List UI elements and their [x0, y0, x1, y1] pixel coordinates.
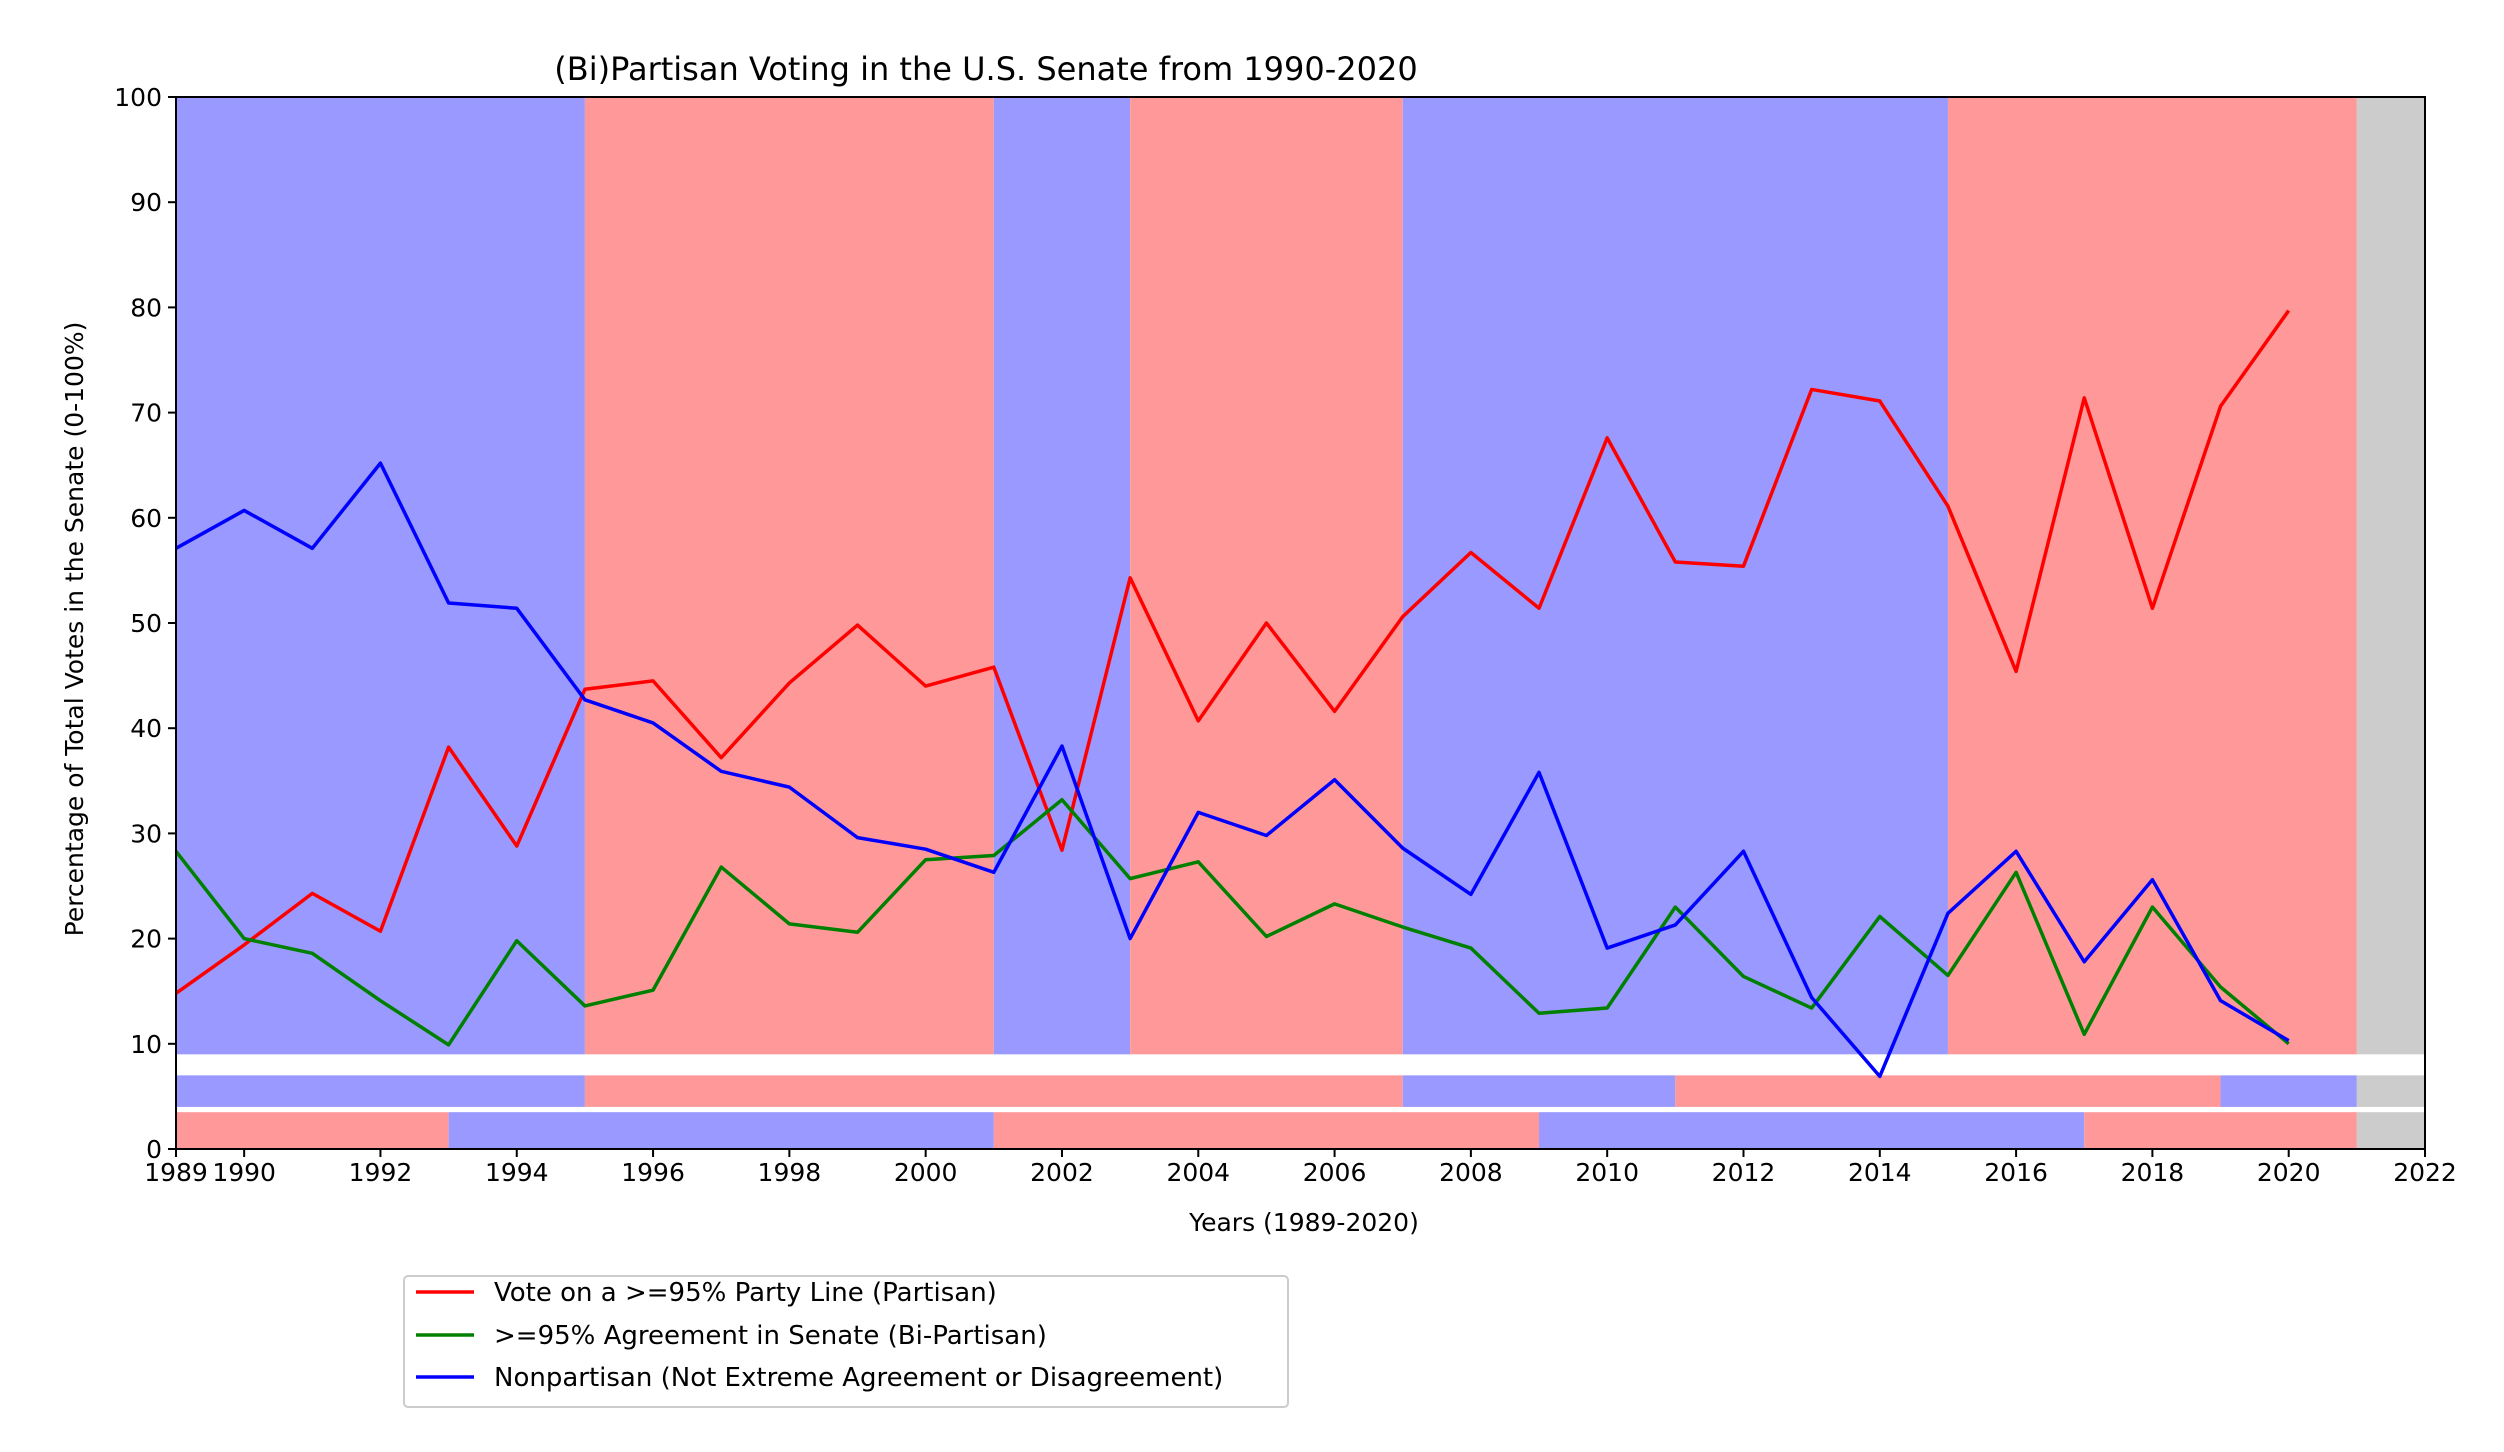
control-band-1-3 — [1675, 1075, 2221, 1107]
x-axis-title: Years (1989-2020) — [1188, 1208, 1419, 1237]
x-tick-label-2020: 2020 — [2257, 1158, 2321, 1187]
control-band-0-0 — [176, 97, 585, 1055]
x-tick-label-2016: 2016 — [1984, 1158, 2048, 1187]
legend-label-partisan: Vote on a >=95% Party Line (Partisan) — [494, 1278, 997, 1308]
series-line-nonpartisan — [175, 461, 2290, 1079]
x-tick-label-2010: 2010 — [1575, 1158, 1639, 1187]
x-tick-label-2012: 2012 — [1712, 1158, 1776, 1187]
y-tick-label-80: 80 — [130, 293, 162, 322]
legend-label-nonpartisan: Nonpartisan (Not Extreme Agreement or Di… — [494, 1363, 1223, 1393]
y-tick-label-90: 90 — [130, 188, 162, 217]
control-band-2-1 — [448, 1112, 994, 1149]
x-tick-label-2006: 2006 — [1303, 1158, 1367, 1187]
control-band-2-5 — [2356, 1112, 2425, 1149]
party-control-bands — [176, 97, 2425, 1149]
x-tick-label-2004: 2004 — [1166, 1158, 1230, 1187]
control-band-2-4 — [2084, 1112, 2357, 1149]
control-band-0-2 — [993, 97, 1131, 1055]
x-tick-label-2022: 2022 — [2393, 1158, 2457, 1187]
control-band-2-3 — [1539, 1112, 2085, 1149]
y-axis: 0 10 20 30 40 50 60 70 80 90 100 — [114, 83, 176, 1164]
legend-label-bipartisan: >=95% Agreement in Senate (Bi-Partisan) — [494, 1321, 1047, 1351]
control-band-0-6 — [2356, 97, 2425, 1055]
control-band-0-5 — [1947, 97, 2357, 1055]
chart-title: (Bi)Partisan Voting in the U.S. Senate f… — [554, 50, 1417, 88]
x-tick-label-1998: 1998 — [758, 1158, 822, 1187]
y-tick-label-100: 100 — [114, 83, 162, 112]
x-tick-label-2014: 2014 — [1848, 1158, 1912, 1187]
y-tick-label-60: 60 — [130, 504, 162, 533]
y-tick-label-50: 50 — [130, 609, 162, 638]
x-tick-label-2018: 2018 — [2121, 1158, 2185, 1187]
y-tick-label-10: 10 — [130, 1030, 162, 1059]
control-band-0-3 — [1130, 97, 1403, 1055]
series-line-partisan — [174, 309, 2291, 995]
control-band-1-0 — [176, 1075, 585, 1107]
series-lines — [174, 309, 2291, 1079]
control-band-1-4 — [2220, 1075, 2357, 1107]
x-tick-label-1992: 1992 — [349, 1158, 413, 1187]
control-band-1-1 — [584, 1075, 1403, 1107]
control-band-2-2 — [993, 1112, 1540, 1149]
control-band-1-5 — [2356, 1075, 2425, 1107]
y-tick-label-40: 40 — [130, 714, 162, 743]
y-tick-label-20: 20 — [130, 925, 162, 954]
x-tick-label-1994: 1994 — [485, 1158, 549, 1187]
x-tick-label-1989: 1989 — [144, 1158, 208, 1187]
legend: Vote on a >=95% Party Line (Partisan) >=… — [403, 1275, 1289, 1408]
y-tick-label-0: 0 — [146, 1135, 162, 1164]
y-tick-label-70: 70 — [130, 399, 162, 428]
x-axis: 1989 1990 1992 1994 1996 1998 2000 2002 2004 2006… — [144, 1149, 2457, 1187]
y-axis-title: Percentage of Total Votes in the Senate … — [60, 322, 89, 937]
x-tick-label-2000: 2000 — [894, 1158, 958, 1187]
x-tick-label-1990: 1990 — [212, 1158, 276, 1187]
legend-frame — [403, 1275, 1289, 1408]
control-band-0-4 — [1402, 97, 1948, 1055]
x-tick-label-1996: 1996 — [621, 1158, 685, 1187]
control-band-0-1 — [584, 97, 994, 1055]
series-line-bipartisan — [174, 797, 2290, 1047]
control-band-2-0 — [176, 1112, 449, 1149]
plot-area — [174, 96, 2426, 1150]
x-tick-label-2008: 2008 — [1439, 1158, 1503, 1187]
x-tick-label-2002: 2002 — [1030, 1158, 1094, 1187]
control-band-1-2 — [1402, 1075, 1676, 1107]
y-tick-label-30: 30 — [130, 819, 162, 848]
